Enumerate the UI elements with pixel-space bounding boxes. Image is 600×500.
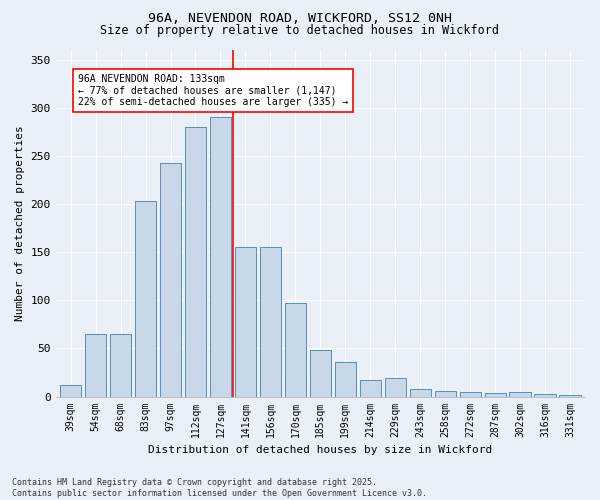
Bar — [85, 334, 106, 396]
Bar — [260, 248, 281, 396]
Bar — [310, 350, 331, 397]
Bar — [60, 385, 81, 396]
Bar — [210, 118, 231, 396]
Bar — [285, 303, 306, 396]
Bar — [359, 380, 381, 396]
Text: 96A, NEVENDON ROAD, WICKFORD, SS12 0NH: 96A, NEVENDON ROAD, WICKFORD, SS12 0NH — [148, 12, 452, 26]
Bar — [535, 394, 556, 396]
Bar — [160, 162, 181, 396]
Bar — [485, 392, 506, 396]
Bar — [135, 201, 156, 396]
Text: Contains HM Land Registry data © Crown copyright and database right 2025.
Contai: Contains HM Land Registry data © Crown c… — [12, 478, 427, 498]
X-axis label: Distribution of detached houses by size in Wickford: Distribution of detached houses by size … — [148, 445, 493, 455]
Bar — [185, 127, 206, 396]
Bar — [110, 334, 131, 396]
Bar — [385, 378, 406, 396]
Bar — [460, 392, 481, 396]
Bar — [509, 392, 530, 396]
Text: Size of property relative to detached houses in Wickford: Size of property relative to detached ho… — [101, 24, 499, 37]
Y-axis label: Number of detached properties: Number of detached properties — [15, 126, 25, 321]
Bar — [410, 389, 431, 396]
Text: 96A NEVENDON ROAD: 133sqm
← 77% of detached houses are smaller (1,147)
22% of se: 96A NEVENDON ROAD: 133sqm ← 77% of detac… — [78, 74, 349, 108]
Bar — [559, 394, 581, 396]
Bar — [434, 391, 456, 396]
Bar — [235, 248, 256, 396]
Bar — [335, 362, 356, 396]
